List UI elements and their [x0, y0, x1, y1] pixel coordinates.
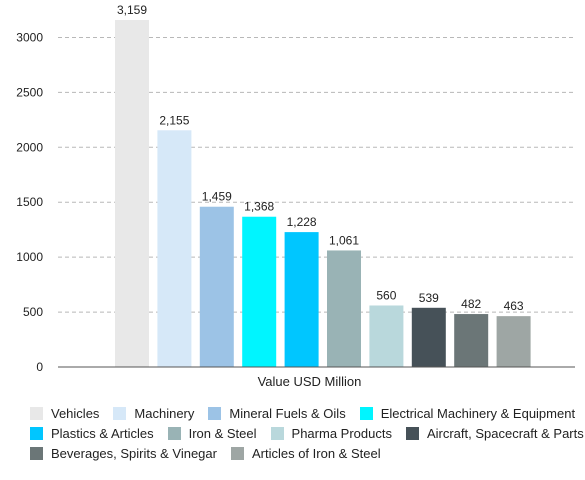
legend-label: Mineral Fuels & Oils — [229, 405, 346, 421]
legend-row: Plastics & Articles Iron & Steel Pharma Pr… — [30, 423, 584, 443]
y-tick-label: 500 — [23, 305, 43, 319]
legend-item[interactable]: Pharma Products — [270, 425, 392, 441]
data-label: 560 — [376, 288, 396, 302]
legend-swatch — [270, 426, 284, 440]
y-tick-label: 2500 — [16, 85, 43, 99]
data-labels: 3,159 2,155 1,459 1,368 1,228 1,061 560 539 482 4… — [117, 3, 524, 313]
y-tick-label: 3000 — [16, 30, 43, 44]
legend-label: Pharma Products — [291, 425, 392, 441]
bar — [327, 250, 361, 367]
bar — [496, 316, 531, 367]
legend-label: Machinery — [134, 405, 195, 421]
legend-label: Aircraft, Spacecraft & Parts — [426, 425, 584, 441]
legend-swatch — [230, 446, 244, 460]
legend-item[interactable]: Mineral Fuels & Oils — [208, 405, 346, 421]
legend-item[interactable]: Plastics & Articles — [30, 426, 154, 441]
legend-item[interactable]: Articles of Iron & Steel — [230, 445, 381, 461]
data-label: 482 — [461, 297, 481, 311]
legend-swatch — [405, 426, 419, 440]
legend-item[interactable]: Electrical Machinery & Equipment — [359, 405, 576, 421]
legend-item[interactable]: Aircraft, Spacecraft & Parts — [405, 425, 584, 441]
legend-swatch — [359, 406, 373, 420]
legend-swatch — [113, 406, 127, 420]
data-label: 2,155 — [159, 113, 189, 127]
bar — [411, 307, 446, 367]
bar — [284, 232, 319, 367]
legend: Vehicles Machinery Mineral Fuels & Oils Ele… — [30, 403, 584, 463]
bars — [115, 19, 531, 367]
data-label: 1,228 — [287, 215, 317, 229]
legend-label: Articles of Iron & Steel — [251, 445, 381, 461]
legend-item[interactable]: Vehicles — [30, 406, 99, 421]
bar — [157, 130, 192, 367]
bar — [115, 19, 149, 367]
legend-swatch — [30, 406, 43, 420]
bar — [369, 305, 404, 367]
legend-swatch — [208, 406, 222, 420]
data-label: 463 — [504, 299, 524, 313]
y-tick-label: 0 — [36, 360, 43, 374]
data-label: 3,159 — [117, 3, 147, 17]
y-tick-label: 1500 — [16, 195, 43, 209]
y-tick-label: 1000 — [16, 250, 43, 264]
legend-swatch — [30, 426, 43, 440]
legend-label: Plastics & Articles — [51, 425, 154, 441]
y-tick-label: 2000 — [16, 140, 43, 154]
legend-label: Iron & Steel — [188, 425, 257, 441]
bar — [242, 216, 277, 367]
legend-item[interactable]: Machinery — [113, 406, 194, 421]
legend-swatch — [30, 446, 43, 460]
legend-row: Vehicles Machinery Mineral Fuels & Oils Ele… — [30, 403, 575, 423]
legend-swatch — [167, 426, 181, 440]
legend-label: Vehicles — [51, 405, 100, 421]
data-label: 539 — [419, 291, 439, 305]
bar — [454, 314, 489, 367]
y-axis: 0 500 1000 1500 2000 2500 3000 — [16, 30, 43, 374]
data-label: 1,459 — [202, 190, 232, 204]
legend-row: Beverages, Spirits & Vinegar Articles of … — [30, 443, 575, 463]
legend-label: Electrical Machinery & Equipment — [380, 405, 576, 421]
data-label: 1,368 — [244, 200, 274, 214]
legend-item[interactable]: Beverages, Spirits & Vinegar — [30, 446, 217, 461]
data-label: 1,061 — [329, 233, 359, 247]
legend-item[interactable]: Iron & Steel — [167, 425, 257, 441]
x-axis-label: Value USD Million — [258, 374, 362, 389]
bar — [199, 206, 234, 367]
legend-label: Beverages, Spirits & Vinegar — [51, 445, 217, 461]
